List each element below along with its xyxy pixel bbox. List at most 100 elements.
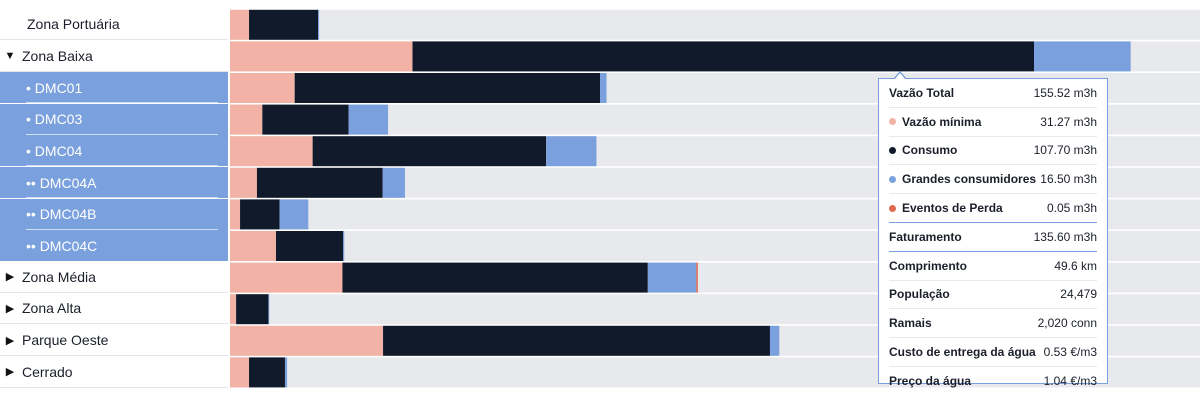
bar-track (230, 9, 1200, 40)
caret-right-icon[interactable]: ▶ (5, 302, 15, 315)
row-label-dmc04a[interactable]: •• DMC04A (0, 167, 228, 198)
row-label-zona-alta[interactable]: ▶ Zona Alta (0, 293, 228, 325)
min-flow-bar[interactable] (230, 325, 384, 356)
large-consumers-bar[interactable] (343, 231, 345, 261)
tooltip-label: População (889, 287, 950, 301)
tooltip-value: 135.60 m3h (1033, 229, 1097, 244)
row-label-zona-m-dia[interactable]: ▶ Zona Média (0, 262, 228, 293)
row-label-dmc04b[interactable]: •• DMC04B (0, 198, 228, 230)
large-consumers-bar[interactable] (546, 136, 597, 167)
large-consumers-bar[interactable] (284, 357, 288, 388)
row-separator (26, 165, 218, 167)
tooltip-label: Grandes consumidores (889, 172, 1036, 186)
row-separator (26, 102, 218, 104)
row-label-text: •• DMC04C (26, 237, 98, 254)
min-flow-bar[interactable] (230, 136, 313, 167)
consumption-bar[interactable] (342, 262, 648, 293)
row-label-dmc04c[interactable]: •• DMC04C (0, 230, 228, 262)
min-flow-bar[interactable] (230, 294, 237, 325)
consumption-bar[interactable] (312, 136, 547, 167)
tooltip-value: 0.05 m3h (1046, 201, 1097, 216)
large-consumers-bar[interactable] (318, 9, 320, 40)
consumption-bar[interactable] (383, 325, 770, 356)
tooltip-value: 107.70 m3h (1033, 143, 1097, 158)
consumption-bar[interactable] (262, 104, 349, 135)
caret-right-icon[interactable]: ▶ (5, 334, 15, 347)
row-separator (26, 133, 218, 135)
tooltip-label: Eventos de Perda (889, 201, 1003, 215)
row-label-text: Zona Portuária (27, 16, 120, 32)
consumption-bar[interactable] (412, 41, 1035, 72)
consumption-bar[interactable] (256, 167, 383, 198)
row-label-dmc04[interactable]: • DMC04 (0, 135, 228, 167)
consumption-bar[interactable] (240, 199, 280, 230)
min-flow-bar[interactable] (230, 73, 295, 103)
row-separator (26, 228, 218, 230)
row-label-text: •• DMC04A (26, 174, 97, 191)
caret-right-icon[interactable]: ▶ (5, 366, 15, 379)
row-label-text: • DMC03 (26, 111, 83, 128)
large-consumers-bar[interactable] (279, 199, 309, 230)
tooltip-row-comprimento: Comprimento 49.6 km (889, 252, 1097, 281)
large-consumers-bar[interactable] (382, 167, 405, 198)
tooltip-rows: Vazão Total 155.52 m3h Vazão mínima 31.27 m… (889, 79, 1097, 395)
tooltip-row-vaz-o-total: Vazão Total 155.52 m3h (889, 79, 1097, 108)
tooltip-value: 31.27 m3h (1040, 114, 1097, 129)
tooltip-label-text: População (889, 287, 950, 302)
tooltip-value: 24,479 (1060, 287, 1097, 302)
tooltip-label: Vazão Total (889, 86, 954, 100)
tooltip-label-text: Ramais (889, 316, 932, 331)
row-label-zona-portu-ria[interactable]: Zona Portuária (0, 9, 228, 40)
tooltip-label-text: Grandes consumidores (902, 172, 1037, 187)
row-label-parque-oeste[interactable]: ▶ Parque Oeste (0, 325, 228, 356)
min-flow-bar[interactable] (230, 231, 276, 261)
large-consumers-bar[interactable] (600, 73, 607, 103)
tooltip-value: 16.50 m3h (1040, 172, 1097, 187)
tooltip-label-text: Eventos de Perda (902, 201, 1003, 216)
tooltip-value: 49.6 km (1054, 258, 1097, 273)
tooltip-label: Faturamento (889, 230, 962, 244)
consumption-bar[interactable] (236, 294, 269, 325)
tooltip-label: Ramais (889, 316, 932, 330)
caret-down-icon[interactable]: ▼ (4, 49, 16, 62)
row-label-text: Zona Alta (22, 300, 82, 317)
row-label-cerrado[interactable]: ▶ Cerrado (0, 357, 228, 388)
tooltip-row-vaz-o-m-nima: Vazão mínima 31.27 m3h (889, 108, 1097, 137)
row-label-zona-baixa[interactable]: ▼ Zona Baixa (0, 41, 228, 72)
row-label-text: • DMC04 (26, 142, 83, 159)
min-flow-bar[interactable] (230, 262, 343, 293)
min-flow-bar[interactable] (230, 357, 250, 388)
min-flow-bar[interactable] (230, 9, 250, 40)
consumption-bar[interactable] (249, 357, 285, 388)
large-consumers-bar[interactable] (268, 294, 270, 325)
min-flow-bar[interactable] (230, 41, 413, 72)
min-flow-bar[interactable] (230, 104, 263, 135)
tooltip-label-text: Vazão Total (889, 85, 955, 100)
row-label-dmc01[interactable]: • DMC01 (0, 72, 228, 104)
consumption-bar[interactable] (275, 231, 344, 261)
consumption-bar[interactable] (249, 9, 319, 40)
large-consumers-bar[interactable] (1034, 41, 1131, 72)
tooltip-row-pre-o-da-gua: Preço da água 1.04 €/m3 (889, 367, 1097, 395)
large-consumers-bar[interactable] (348, 104, 389, 135)
tooltip-pointer-inner (894, 73, 906, 80)
loss-events-bar[interactable] (696, 262, 698, 293)
tooltip-row-custo-de-entrega-da-gua: Custo de entrega da água 0.53 €/m3 (889, 338, 1097, 367)
large-consumers-bar[interactable] (647, 262, 697, 293)
tooltip-row-popula-o: População 24,479 (889, 281, 1097, 310)
large-consumers-bar[interactable] (769, 325, 780, 356)
legend-dot-icon (889, 175, 896, 183)
caret-right-icon[interactable]: ▶ (5, 271, 15, 284)
min-flow-bar[interactable] (230, 167, 257, 198)
row-label-dmc03[interactable]: • DMC03 (0, 103, 228, 135)
row-separator (26, 197, 218, 198)
tooltip-row-grandes-consumidores: Grandes consumidores 16.50 m3h (889, 165, 1097, 195)
min-flow-bar[interactable] (230, 199, 241, 230)
legend-dot-icon (889, 118, 896, 126)
legend-dot-icon (889, 204, 896, 212)
tooltip-value: 0.53 €/m3 (1043, 345, 1097, 360)
tooltip-label: Custo de entrega da água (889, 345, 1036, 359)
consumption-bar[interactable] (294, 73, 601, 103)
tooltip-label: Preço da água (889, 374, 971, 388)
